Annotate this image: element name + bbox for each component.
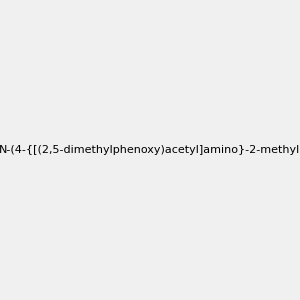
Text: N-(4-{[(2,5-dimethylphenoxy)acetyl]amino}-2-methyl: N-(4-{[(2,5-dimethylphenoxy)acetyl]amino… xyxy=(0,145,300,155)
